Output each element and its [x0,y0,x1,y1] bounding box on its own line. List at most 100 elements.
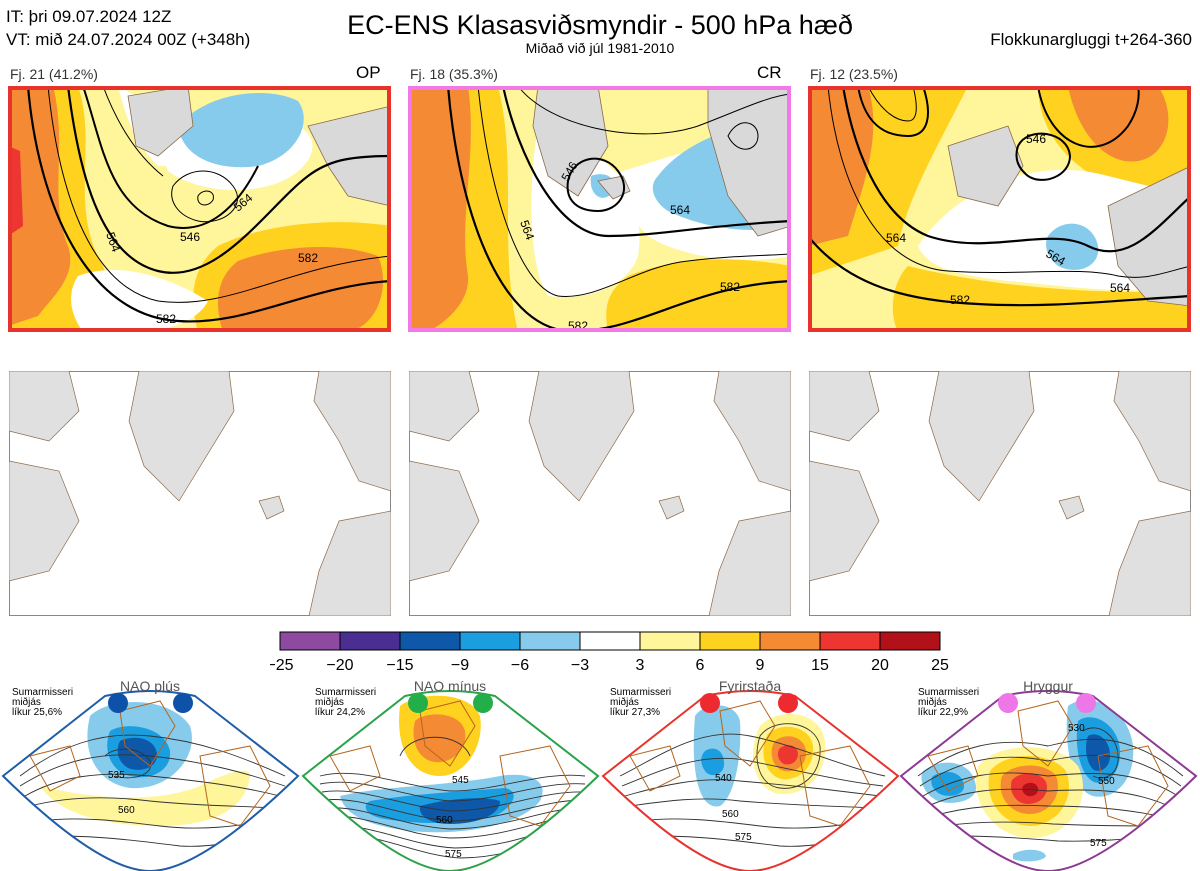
height-contour [624,779,881,797]
height-contour [857,86,929,138]
scandinavia-land [1113,371,1191,492]
height-contour [517,86,791,135]
europe-coastline [499,745,571,827]
colorbar-swatch [279,631,341,651]
cluster-2-label: Fj. 18 (35.3%) [410,66,498,82]
cluster-3-label: Fj. 12 (23.5%) [810,66,898,82]
height-contour [19,734,286,777]
strong-negative-anomaly-area [701,748,725,776]
colorbar-tick-label: 9 [756,657,765,674]
greenland-coastline [419,700,476,767]
scandinavia-land [313,371,391,492]
europe-land [708,510,791,616]
colorbar-swatch [339,631,401,651]
header-times: IT: þri 09.07.2024 12Z VT: mið 24.07.202… [6,5,250,51]
contour-label: 564 [1110,281,1130,295]
height-contour [919,754,1182,787]
height-contour [47,86,391,303]
height-contour [1082,727,1119,779]
height-contour [621,757,884,787]
valid-time: VT: mið 24.07.2024 00Z (+348h) [6,30,251,49]
height-contour [319,772,586,792]
empty-map-3 [809,371,1191,616]
regime-1-info: Sumarmisseri miðjás líkur 25,6% [12,688,73,718]
north-america-land [409,460,480,582]
colorbar-swatch [879,631,941,651]
positive-anomaly-area [892,266,1191,332]
very-strong-negative-anomaly-area [117,737,158,770]
colorbar-tick-label: 25 [931,657,949,674]
greenland-land [532,86,609,197]
colorbar: −25 −20 −15 −9 −6 −3 3 6 9 15 20 25 [270,631,949,674]
contour-label: 582 [298,251,318,265]
neutral-anomaly-area [71,270,209,332]
greenland-land [128,371,235,502]
colorbar-swatch [519,631,581,651]
contour-label: 546 [180,230,200,244]
colorbar-tick-label: −6 [511,657,529,674]
contour-label: 564 [103,230,123,254]
regime-dot-left [700,693,720,713]
cluster-1-label: Fj. 21 (41.2%) [10,66,98,82]
mean-label: miðjás [315,697,344,708]
height-contour [26,86,391,323]
regime-border [301,690,600,871]
season-label: Sumarmisseri [610,687,672,698]
europe-land [707,86,791,237]
height-contour [399,736,471,757]
colorbar-tick-label: 20 [871,657,889,674]
height-contour [321,790,584,812]
regime-4-info: Sumarmisseri miðjás líkur 22,9% [918,688,979,718]
strong-positive-anomaly-area [413,714,466,763]
contour-label: 564 [517,218,537,242]
mean-label: miðjás [12,697,41,708]
height-contour [82,86,259,229]
regime-dot-right [473,693,493,713]
contour-label: 550 [1098,776,1115,787]
contour-label: 530 [1068,723,1085,734]
colorbar-tick-label: 3 [636,657,645,674]
europe-coastline [799,745,871,827]
height-contour [566,157,625,213]
regime-dot-left [408,693,428,713]
cluster-1-tag: OP [356,63,381,82]
regime-dot-right [173,693,193,713]
low-centre-contour [197,190,214,206]
height-contour [1037,86,1140,148]
greenland-land [947,125,1024,207]
regime-2-info: Sumarmisseri miðjás líkur 24,2% [315,688,376,718]
contour-label: 535 [108,770,125,781]
cluster-1-map: 546 564 564 582 582 [8,86,391,332]
arctic-canada-land [809,371,880,442]
mean-label: miðjás [610,697,639,708]
season-label: Sumarmisseri [12,687,74,698]
height-contour [756,723,821,789]
colorbar-tick-label: −3 [571,657,589,674]
contour-label: 575 [735,832,752,843]
canada-coastline [29,745,81,792]
contour-label: 582 [720,280,740,294]
contour-label: 560 [436,815,453,826]
height-contour [477,86,791,297]
cluster-2-border [408,86,791,332]
negative-anomaly-area [1013,849,1046,862]
colorbar-swatch [819,631,881,651]
contour-label: 582 [156,312,176,326]
canada-coastline [927,745,979,792]
contour-label: 575 [445,849,462,860]
colorbar-swatch [759,631,821,651]
very-strong-negative-anomaly-area [1086,734,1110,771]
height-contour [727,122,759,150]
negative-anomaly-area [1046,223,1099,270]
height-contour [102,86,164,177]
europe-coastline [1097,745,1169,827]
cluster-3-border [808,86,1191,332]
regime-name: NAO plús [120,678,180,694]
north-america-land [9,460,80,582]
colorbar-tick-label: 6 [696,657,705,674]
regime-4-map: 530 550 575 Hryggur [899,678,1198,871]
season-label: Sumarmisseri [315,687,377,698]
height-contour [629,798,876,809]
contour-label: 564 [886,231,906,245]
cluster-3-map: 546 564 564 582 564 [808,86,1191,332]
